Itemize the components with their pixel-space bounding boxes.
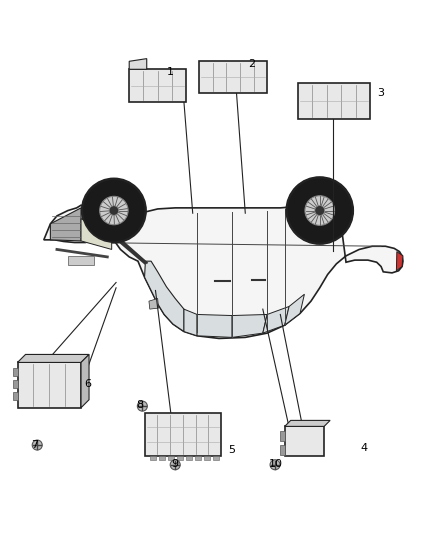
Circle shape [315,206,325,215]
Polygon shape [145,261,184,332]
Circle shape [270,460,280,470]
Circle shape [32,440,42,450]
Bar [186,456,191,460]
Bar [285,426,324,456]
Polygon shape [129,59,147,69]
Polygon shape [44,205,403,338]
Text: 2: 2 [248,59,255,69]
Bar [159,456,165,460]
Bar [280,446,285,455]
Circle shape [100,196,128,225]
Bar [13,392,18,400]
Circle shape [138,401,147,411]
Polygon shape [197,314,232,337]
Text: 10: 10 [269,459,283,469]
Polygon shape [81,219,112,249]
Bar [149,456,155,460]
Polygon shape [396,252,403,271]
Text: 6: 6 [84,379,91,389]
Polygon shape [263,306,289,333]
Bar [13,381,18,389]
Text: 9: 9 [172,459,179,469]
Bar [129,69,186,102]
Bar [177,456,183,460]
Bar [194,456,201,460]
Text: 4: 4 [360,443,367,453]
Text: 5: 5 [229,446,236,455]
Text: 7: 7 [32,440,39,450]
Polygon shape [232,314,267,337]
Polygon shape [285,421,330,426]
Bar [168,456,173,460]
Text: 3: 3 [378,88,385,98]
Text: 1: 1 [167,67,174,77]
Bar [298,83,370,119]
Polygon shape [50,208,81,241]
Bar [280,431,285,441]
Bar [68,256,94,265]
Circle shape [305,196,335,225]
Polygon shape [81,354,89,408]
Circle shape [109,206,119,215]
Bar [212,456,219,460]
Bar [204,456,209,460]
Circle shape [287,177,353,244]
Text: 8: 8 [137,400,144,410]
Bar [199,61,267,93]
Circle shape [82,179,145,242]
Polygon shape [285,294,304,325]
Circle shape [170,460,180,470]
Bar [18,362,81,408]
Polygon shape [18,354,89,362]
Polygon shape [149,298,159,309]
Bar [145,413,221,456]
Polygon shape [184,309,197,336]
Bar [13,368,18,376]
